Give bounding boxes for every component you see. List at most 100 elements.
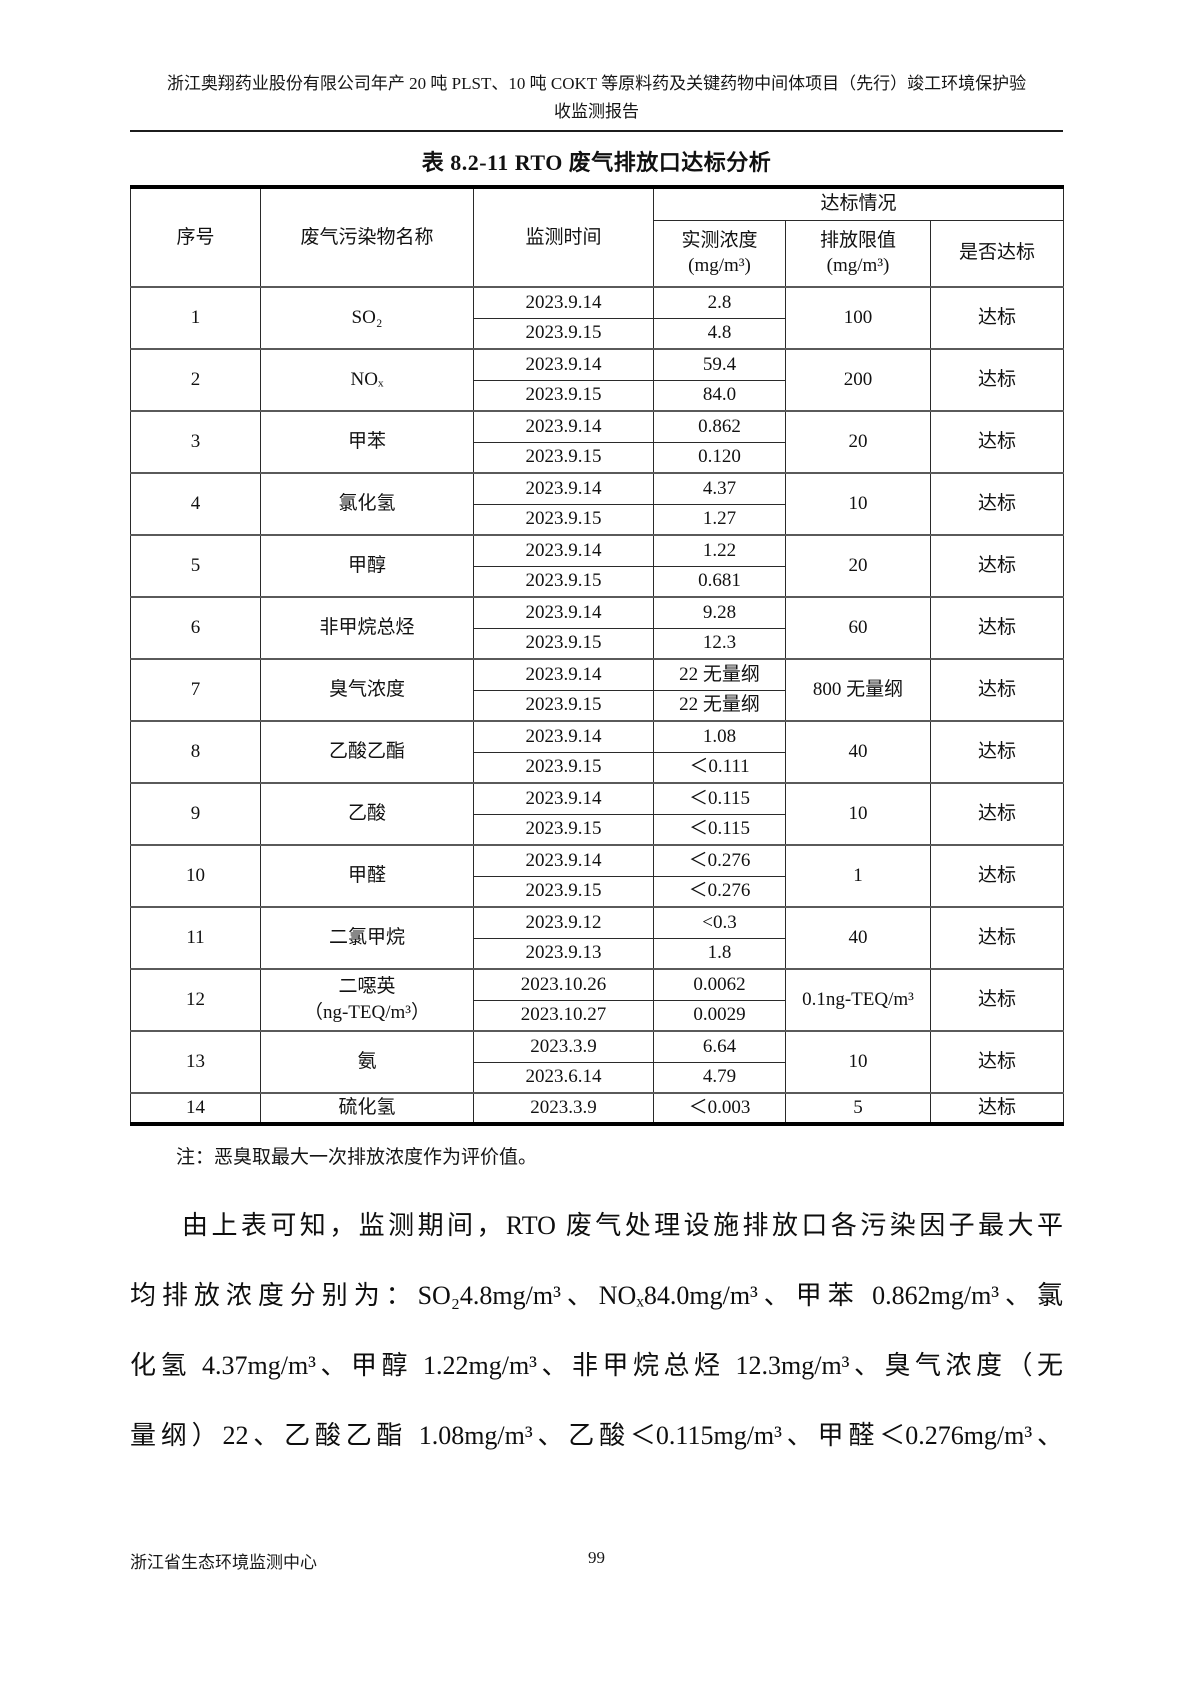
- monitor-time-cell: 2023.9.15: [473, 875, 654, 908]
- monitor-time-cell: 2023.9.14: [473, 534, 654, 567]
- table-row: 13 氨 2023.3.9 6.64 10 达标: [130, 1030, 1065, 1094]
- table-row: 3 甲苯 2023.9.14 0.862 20 达标: [130, 410, 1065, 474]
- monitor-time-cell: 2023.9.15: [473, 813, 654, 846]
- compliance-result-cell: 达标: [929, 782, 1065, 846]
- row-number-cell: 7: [130, 658, 261, 722]
- col-header-measured: 实测浓度 (mg/m³): [653, 219, 786, 288]
- compliance-result-cell: 达标: [929, 348, 1065, 412]
- table-row: 14 硫化氢 2023.3.9 ＜0.003 5 达标: [130, 1092, 1065, 1125]
- measured-value-cell: ＜0.276: [653, 844, 786, 877]
- table-row: 2 NOₓ 2023.9.14 59.4 200 达标: [130, 348, 1065, 412]
- pollutant-name-cell: 甲苯: [260, 410, 474, 474]
- pollutant-name-line: （ng-TEQ/m³）: [303, 1002, 430, 1024]
- row-number-cell: 13: [130, 1030, 261, 1094]
- col-header-no: 序号: [130, 186, 261, 288]
- table-row: 8 乙酸乙酯 2023.9.14 1.08 40 达标: [130, 720, 1065, 784]
- monitor-time-cell: 2023.9.15: [473, 751, 654, 784]
- row-number-cell: 11: [130, 906, 261, 970]
- row-number-cell: 12: [130, 968, 261, 1032]
- measured-value-cell: 9.28: [653, 596, 786, 629]
- measured-value-cell: 12.3: [653, 627, 786, 660]
- emission-limit-cell: 0.1ng-TEQ/m³: [785, 968, 931, 1032]
- table-row: 2023.10.27 0.0029: [131, 999, 1064, 1032]
- pollutant-name-cell: 乙酸: [260, 782, 474, 846]
- monitor-time-cell: 2023.9.14: [473, 472, 654, 505]
- table-row: 1 SO₂ 2023.9.14 2.8 100 达标: [130, 286, 1065, 350]
- measured-value-cell: 6.64: [653, 1030, 786, 1063]
- row-number-cell: 9: [130, 782, 261, 846]
- measured-value-cell: 0.862: [653, 410, 786, 443]
- table-row: 2023.9.15 4.8: [131, 317, 1064, 350]
- measured-value-cell: 0.681: [653, 565, 786, 598]
- monitor-time-cell: 2023.9.15: [473, 379, 654, 412]
- measured-value-cell: ＜0.276: [653, 875, 786, 908]
- pollutant-name-line: SO₂: [351, 307, 383, 329]
- row-number-cell: 4: [130, 472, 261, 536]
- row-number-cell: 3: [130, 410, 261, 474]
- emission-limit-cell: 10: [785, 782, 931, 846]
- pollutant-name-cell: NOₓ: [260, 348, 474, 412]
- table-row: 12 二噁英 （ng-TEQ/m³） 2023.10.26 0.0062 0.1ng-TE…: [130, 968, 1065, 1032]
- table-header-row-1: 序号 废气污染物名称 监测时间 达标情况: [130, 186, 1065, 288]
- table-row: 4 氯化氢 2023.9.14 4.37 10 达标: [130, 472, 1065, 536]
- emission-limit-cell: 5: [785, 1092, 931, 1125]
- table-header-row-2: 实测浓度 (mg/m³) 排放限值 (mg/m³) 是否达标: [131, 219, 1065, 288]
- emission-limit-cell: 20: [785, 410, 931, 474]
- monitor-time-cell: 2023.9.14: [473, 844, 654, 877]
- emission-limit-cell: 40: [785, 720, 931, 784]
- measured-value-cell: 1.27: [653, 503, 786, 536]
- col-header-limit-line2: (mg/m³): [826, 255, 890, 277]
- measured-value-cell: 22 无量纲: [653, 689, 786, 722]
- header-line2: 收监测报告: [554, 101, 639, 121]
- table-row: 2023.9.15 22 无量纲: [131, 689, 1064, 722]
- monitor-time-cell: 2023.9.15: [473, 627, 654, 660]
- analysis-paragraph: 由上表可知，监测期间，RTO 废气处理设施排放口各污染因子最大平 均排放浓度分别…: [130, 1191, 1063, 1471]
- monitor-time-cell: 2023.9.14: [473, 720, 654, 753]
- emission-limit-cell: 20: [785, 534, 931, 598]
- measured-value-cell: 0.0029: [653, 999, 786, 1032]
- header-rule: [130, 130, 1063, 133]
- measured-value-cell: ＜0.003: [653, 1092, 786, 1125]
- measured-value-cell: <0.3: [653, 906, 786, 939]
- measured-value-cell: 4.8: [653, 317, 786, 350]
- measured-value-cell: 2.8: [653, 286, 786, 319]
- measured-value-cell: 0.120: [653, 441, 786, 474]
- table-row: 2023.9.15 1.27: [131, 503, 1064, 536]
- pollutant-name-cell: 非甲烷总烃: [260, 596, 474, 660]
- monitor-time-cell: 2023.9.14: [473, 596, 654, 629]
- pollutant-name-line: 硫化氢: [338, 1097, 396, 1119]
- pollutant-name-cell: 甲醛: [260, 844, 474, 908]
- emission-limit-cell: 200: [785, 348, 931, 412]
- col-header-time: 监测时间: [473, 186, 654, 288]
- measured-value-cell: 1.8: [653, 937, 786, 970]
- measured-value-cell: 84.0: [653, 379, 786, 412]
- monitor-time-cell: 2023.6.14: [473, 1061, 654, 1094]
- col-header-limit-line1: 排放限值: [819, 229, 896, 251]
- document-footer: 浙江省生态环境监测中心 99: [130, 1548, 1063, 1573]
- monitor-time-cell: 2023.9.15: [473, 441, 654, 474]
- table-row: 2023.6.14 4.79: [131, 1061, 1064, 1094]
- table-title: 表 8.2-11 RTO 废气排放口达标分析: [421, 150, 772, 176]
- table-row: 5 甲醇 2023.9.14 1.22 20 达标: [130, 534, 1065, 598]
- compliance-result-cell: 达标: [929, 1030, 1065, 1094]
- pollutant-name-cell: 二噁英 （ng-TEQ/m³）: [260, 968, 474, 1032]
- page-number: 99: [588, 1548, 605, 1567]
- monitor-time-cell: 2023.10.26: [473, 968, 654, 1001]
- paragraph-line: 化氢 4.37mg/m³、甲醇 1.22mg/m³、非甲烷总烃 12.3mg/m…: [130, 1351, 1063, 1381]
- compliance-result-cell: 达标: [929, 286, 1065, 350]
- pollutant-name-line: NOₓ: [350, 369, 384, 391]
- measured-value-cell: 59.4: [653, 348, 786, 381]
- header-line1: 浙江奥翔药业股份有限公司年产 20 吨 PLST、10 吨 COKT 等原料药及…: [166, 74, 1027, 93]
- monitor-time-cell: 2023.9.14: [473, 782, 654, 815]
- measured-value-cell: ＜0.115: [653, 782, 786, 815]
- monitor-time-cell: 2023.3.9: [473, 1030, 654, 1063]
- table-row: 2023.9.15 ＜0.115: [131, 813, 1064, 846]
- compliance-result-cell: 达标: [929, 658, 1065, 722]
- table-note: 注：恶臭取最大一次排放浓度作为评价值。: [176, 1147, 538, 1169]
- compliance-result-cell: 达标: [929, 906, 1065, 970]
- monitor-time-cell: 2023.9.15: [473, 317, 654, 350]
- pollutant-name-cell: 二氯甲烷: [260, 906, 474, 970]
- pollutant-name-line: 乙酸: [347, 803, 386, 825]
- compliance-result-cell: 达标: [929, 1092, 1065, 1125]
